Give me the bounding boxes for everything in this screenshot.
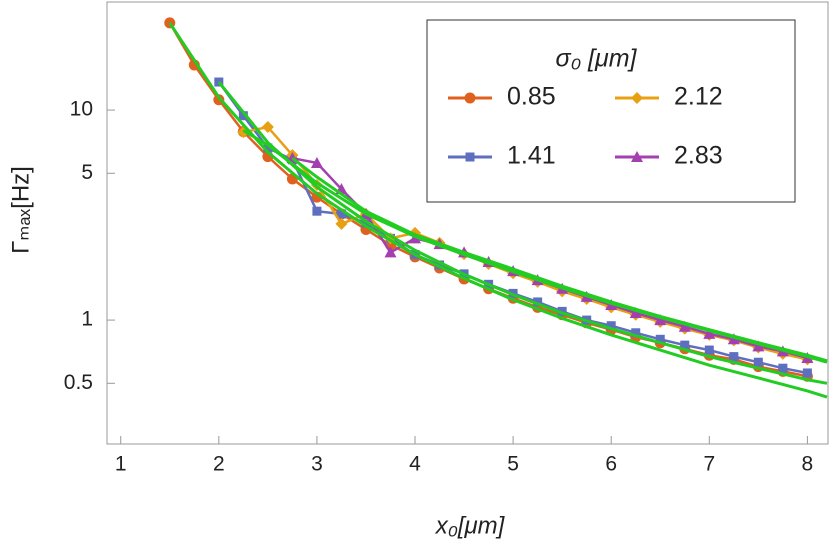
legend-marker — [631, 92, 643, 104]
x-axis-label: x₀[μm] — [435, 512, 506, 539]
marker — [533, 297, 543, 307]
fit-line — [291, 156, 828, 363]
y-tick-label: 1 — [81, 308, 93, 331]
marker — [704, 345, 714, 355]
x-tick-label: 5 — [507, 453, 519, 476]
marker — [678, 320, 691, 332]
marker — [261, 121, 274, 134]
marker — [753, 357, 763, 367]
marker — [263, 143, 273, 153]
marker — [336, 209, 346, 219]
legend-marker — [464, 92, 476, 104]
marker — [752, 340, 765, 352]
x-tick-label: 7 — [703, 453, 715, 476]
marker — [802, 368, 812, 378]
x-tick-label: 2 — [213, 453, 225, 476]
marker — [629, 307, 642, 319]
fit-line — [217, 81, 828, 385]
x-tick-label: 4 — [409, 453, 421, 476]
marker — [238, 111, 248, 121]
x-tick-label: 1 — [115, 453, 127, 476]
y-axis-label: Γₘₐₓ[Hz] — [7, 166, 34, 254]
x-tick-label: 8 — [802, 453, 814, 476]
marker — [654, 314, 667, 326]
marker — [631, 328, 641, 338]
marker — [310, 156, 323, 168]
marker — [680, 340, 690, 350]
y-tick-label: 10 — [70, 98, 93, 121]
marker — [384, 246, 397, 258]
x-tick-label: 6 — [605, 453, 617, 476]
legend-label: 1.41 — [507, 142, 556, 170]
legend-box — [426, 19, 796, 203]
marker — [703, 327, 716, 339]
legend-title: σ₀ [μm] — [556, 45, 638, 73]
legend-label: 0.85 — [507, 83, 556, 111]
marker — [335, 217, 348, 230]
y-tick-label: 0.5 — [64, 371, 93, 394]
legend-label: 2.12 — [674, 83, 723, 111]
marker — [655, 334, 665, 344]
legend-marker — [631, 151, 643, 162]
fit-line — [168, 22, 828, 399]
legend-label: 2.83 — [674, 142, 723, 170]
x-tick-label: 3 — [311, 453, 323, 476]
marker — [312, 206, 322, 216]
marker — [557, 306, 567, 316]
marker — [729, 352, 739, 362]
plot-frame — [106, 1, 829, 445]
marker — [606, 321, 616, 331]
marker — [778, 363, 788, 373]
y-tick-label: 5 — [81, 161, 93, 184]
legend-marker — [465, 152, 475, 162]
